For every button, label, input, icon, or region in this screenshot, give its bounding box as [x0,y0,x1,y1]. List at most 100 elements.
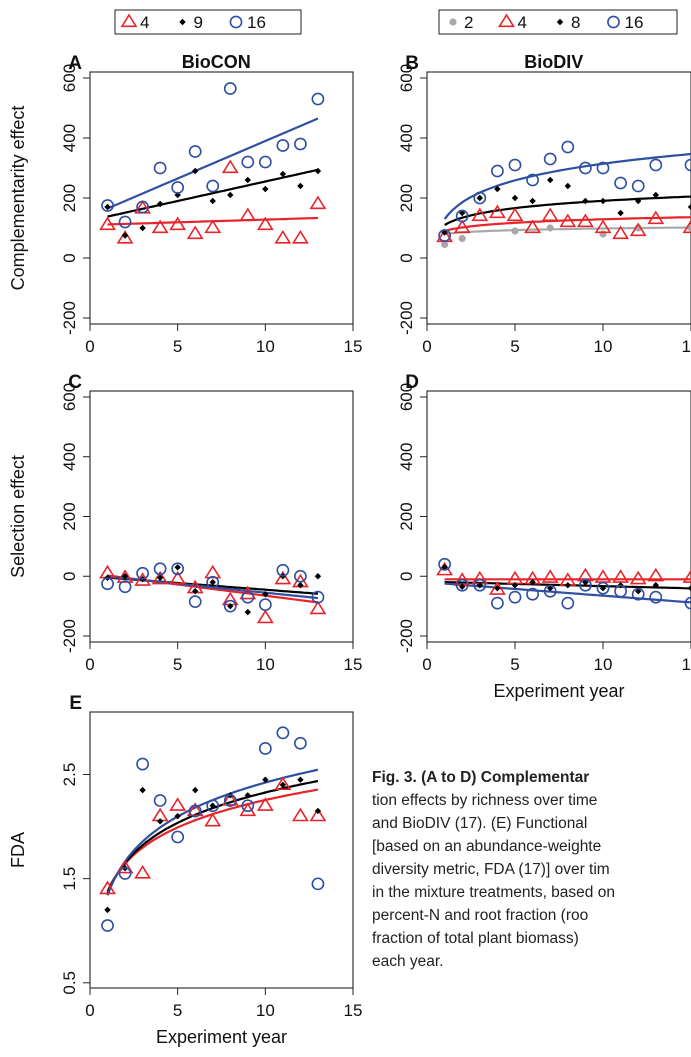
data-point-4 [488,204,506,219]
data-point-8 [599,585,607,592]
data-point-16 [223,794,237,807]
data-point-16 [258,742,272,755]
data-point-4 [116,229,134,244]
data-point-9 [262,590,269,598]
data-point-9 [314,807,322,815]
data-point-16 [293,736,307,750]
data-point-16 [241,590,255,604]
data-point-16 [171,181,185,194]
y-tick-label: 200 [60,184,79,212]
data-point-4 [682,219,691,234]
data-point-4 [541,207,559,222]
y-axis-label: Complementarity effect [8,106,28,291]
data-point-16 [136,757,149,771]
data-point-4 [116,859,134,874]
data-point-9 [279,781,287,789]
data-point-16 [631,179,645,193]
x-tick-label: 15 [344,1001,363,1020]
data-point-16 [101,199,114,212]
data-point-9 [297,776,304,783]
panel-label: C [68,372,82,393]
data-point-16 [206,799,220,813]
data-point-4 [274,229,292,244]
y-tick-label: 200 [397,502,416,530]
caption-line-4: [based on an abundance-weighte [372,838,602,855]
data-point-16 [596,161,610,175]
data-point-4 [256,609,274,624]
x-tick-label: 0 [85,337,94,356]
data-point-16 [684,158,691,172]
data-point-16 [526,173,539,187]
data-point-16 [188,595,202,609]
x-tick-label: 10 [594,655,613,674]
y-tick-label: -200 [60,619,79,653]
data-point-8 [547,585,554,592]
legend-symbol-4 [498,13,515,28]
data-point-4 [151,570,169,585]
data-point-16 [136,566,149,580]
y-tick-label: 0 [397,253,416,262]
x-tick-label: 0 [85,655,94,674]
x-tick-label: 10 [256,655,275,674]
legend-symbol-16 [229,15,243,29]
y-tick-label: 200 [397,184,416,212]
data-point-16 [649,590,663,604]
data-point-16 [276,139,290,152]
legend-biocon: 4 9 16 [114,9,302,35]
data-point-4 [309,600,327,615]
data-point-9 [262,185,269,193]
data-point-16 [276,726,290,740]
data-point-9 [262,776,269,783]
data-point-4 [256,797,274,811]
data-point-16 [311,590,325,604]
data-point-16 [508,590,522,604]
y-tick-label: 600 [60,383,79,411]
data-point-8 [494,585,501,592]
plot-frame [89,711,354,989]
caption-line-6: in the mixture treatments, based on [372,884,615,901]
data-point-16 [561,140,575,154]
data-point-16 [136,200,149,214]
data-point-16 [258,155,272,169]
data-point-16 [101,577,114,591]
data-point-8 [652,582,659,589]
fit-line-2 [444,226,691,236]
data-point-4 [274,570,292,585]
data-point-8 [476,194,483,202]
data-point-4 [169,797,187,811]
data-point-16 [490,596,504,610]
data-point-9 [174,564,181,571]
data-point-8 [529,579,536,586]
y-tick-label: 0 [60,253,79,262]
panel-title: BioDIV [524,52,583,72]
x-tick-label: 5 [510,655,519,674]
x-tick-label: 15 [682,337,691,356]
data-point-4 [186,802,204,817]
data-point-9 [174,812,181,820]
data-point-9 [244,608,251,616]
data-point-4 [647,567,665,582]
data-point-16 [101,919,114,932]
data-point-8 [511,582,519,589]
fit-line-16 [107,117,319,210]
data-point-9 [244,176,251,184]
data-point-16 [543,152,557,166]
data-point-4 [291,229,309,244]
data-point-4 [274,776,292,791]
x-tick-label: 10 [256,337,275,356]
data-point-8 [476,582,483,589]
plot-frame [89,390,354,643]
data-point-2 [441,240,449,249]
data-point-16 [171,830,185,844]
data-point-16 [118,867,132,880]
legend-symbol-4 [120,13,138,28]
data-point-9 [121,573,129,580]
data-point-8 [459,583,466,590]
data-point-16 [438,557,451,571]
x-tick-label: 0 [422,337,431,356]
data-point-4 [169,570,187,585]
data-point-9 [192,786,199,794]
panel-label: D [405,372,419,393]
data-point-8 [652,191,659,199]
data-point-4 [629,570,647,585]
